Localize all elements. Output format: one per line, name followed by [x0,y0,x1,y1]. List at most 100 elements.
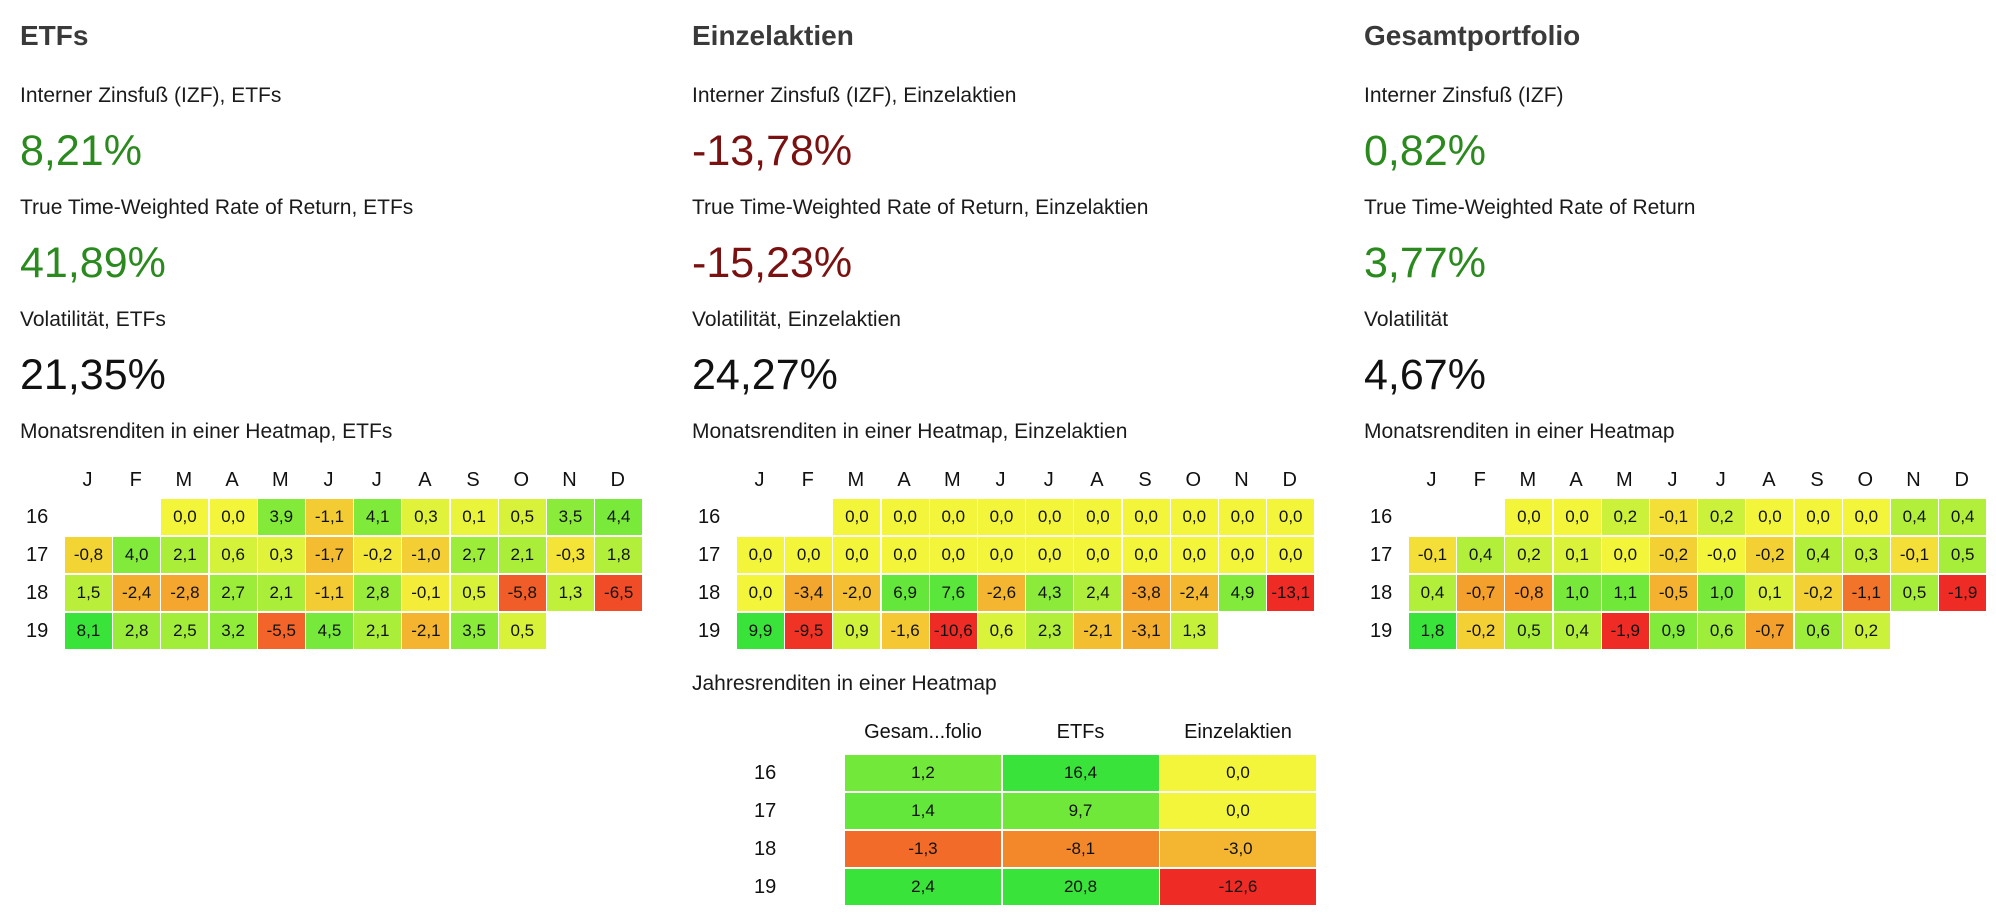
heatmap-cell[interactable]: 0,0 [1552,498,1602,536]
heatmap-cell[interactable]: 0,0 [1266,536,1316,574]
yearly-heatmap-cell[interactable]: 2,4 [844,868,1002,906]
heatmap-cell[interactable]: 0,0 [1841,498,1891,536]
heatmap-cell[interactable]: 0,0 [832,536,882,574]
heatmap-cell[interactable]: -1,9 [1938,574,1988,612]
heatmap-cell[interactable]: -0,2 [1456,612,1506,650]
heatmap-cell[interactable]: 3,5 [449,612,499,650]
heatmap-cell[interactable]: 0,0 [784,536,834,574]
heatmap-cell[interactable]: 0,0 [160,498,210,536]
heatmap-cell[interactable]: 0,0 [1169,498,1219,536]
heatmap-cell[interactable]: 2,1 [497,536,547,574]
heatmap-cell[interactable]: 0,0 [1793,498,1843,536]
heatmap-cell[interactable]: -2,6 [977,574,1026,612]
heatmap-cell[interactable]: 2,3 [1025,612,1075,650]
heatmap-cell[interactable]: 8,1 [64,612,113,650]
yearly-heatmap-cell[interactable]: 9,7 [1001,792,1160,830]
heatmap-cell[interactable]: 3,2 [208,612,258,650]
heatmap-cell[interactable]: -3,4 [784,574,834,612]
heatmap-cell[interactable]: 0,0 [1121,498,1171,536]
heatmap-cell[interactable]: 3,9 [256,498,306,536]
heatmap-cell[interactable]: 0,3 [1841,536,1891,574]
heatmap-cell[interactable]: 0,4 [1456,536,1506,574]
yearly-heatmap-cell[interactable]: 1,2 [844,754,1002,792]
heatmap-cell[interactable]: -0,2 [353,536,403,574]
heatmap-cell[interactable]: -0,8 [1504,574,1554,612]
heatmap-cell[interactable]: 0,0 [736,536,785,574]
heatmap-cell[interactable]: 1,3 [1169,612,1219,650]
heatmap-cell[interactable]: -0,1 [1408,536,1457,574]
heatmap-cell[interactable]: 4,4 [594,498,644,536]
heatmap-cell[interactable]: -0,2 [1793,574,1843,612]
heatmap-cell[interactable]: 0,0 [1025,498,1075,536]
heatmap-cell[interactable]: 0,9 [1649,612,1698,650]
heatmap-cell[interactable]: 1,3 [546,574,595,612]
heatmap-cell[interactable]: 4,5 [305,612,354,650]
heatmap-cell[interactable]: 0,0 [832,498,882,536]
heatmap-cell[interactable]: -1,1 [305,498,354,536]
heatmap-cell[interactable]: 0,2 [1504,536,1554,574]
heatmap-cell[interactable]: 0,0 [1073,536,1123,574]
yearly-heatmap-cell[interactable]: -8,1 [1001,830,1160,868]
heatmap-cell[interactable]: -1,6 [880,612,930,650]
heatmap-cell[interactable]: 0,0 [1745,498,1795,536]
heatmap-cell[interactable]: 0,0 [1600,536,1650,574]
heatmap-cell[interactable]: 0,0 [736,574,785,612]
yearly-heatmap-cell[interactable]: 0,0 [1159,792,1317,830]
heatmap-cell[interactable]: -0,8 [64,536,113,574]
heatmap-cell[interactable]: 2,8 [353,574,403,612]
heatmap-cell[interactable]: -0,0 [1697,536,1747,574]
heatmap-cell[interactable]: 0,2 [1600,498,1650,536]
heatmap-cell[interactable]: -2,8 [160,574,210,612]
heatmap-cell[interactable]: -2,1 [401,612,451,650]
yearly-heatmap-cell[interactable]: 1,4 [844,792,1002,830]
heatmap-cell[interactable]: -0,2 [1745,536,1795,574]
yearly-heatmap-cell[interactable]: -12,6 [1159,868,1317,906]
heatmap-cell[interactable]: 2,5 [160,612,210,650]
heatmap-cell[interactable]: 0,4 [1890,498,1939,536]
heatmap-cell[interactable]: 1,1 [1600,574,1650,612]
heatmap-cell[interactable]: 2,4 [1073,574,1123,612]
heatmap-cell[interactable]: -0,7 [1456,574,1506,612]
heatmap-cell[interactable]: 2,1 [160,536,210,574]
heatmap-cell[interactable]: 0,5 [497,498,547,536]
heatmap-cell[interactable]: 0,0 [1266,498,1316,536]
heatmap-cell[interactable]: -1,9 [1600,612,1650,650]
heatmap-cell[interactable]: 0,9 [832,612,882,650]
heatmap-cell[interactable]: 0,0 [1169,536,1219,574]
heatmap-cell[interactable]: 0,4 [1793,536,1843,574]
heatmap-cell[interactable]: 0,0 [208,498,258,536]
heatmap-cell[interactable]: 0,4 [1408,574,1457,612]
heatmap-cell[interactable]: 0,5 [497,612,547,650]
heatmap-cell[interactable]: -13,1 [1266,574,1316,612]
yearly-heatmap-cell[interactable]: 16,4 [1001,754,1160,792]
heatmap-cell[interactable]: 1,5 [64,574,113,612]
heatmap-cell[interactable]: 2,1 [353,612,403,650]
heatmap-cell[interactable]: -2,4 [112,574,162,612]
heatmap-cell[interactable]: 0,6 [1697,612,1747,650]
heatmap-cell[interactable]: -1,1 [1841,574,1891,612]
heatmap-cell[interactable]: 0,1 [1745,574,1795,612]
heatmap-cell[interactable]: -0,1 [1890,536,1939,574]
heatmap-cell[interactable]: -0,1 [401,574,451,612]
heatmap-cell[interactable]: 0,0 [1025,536,1075,574]
heatmap-cell[interactable]: -1,0 [401,536,451,574]
heatmap-cell[interactable]: 0,0 [1073,498,1123,536]
heatmap-cell[interactable]: 0,6 [1793,612,1843,650]
heatmap-cell[interactable]: -5,5 [256,612,306,650]
heatmap-cell[interactable]: 2,7 [449,536,499,574]
heatmap-cell[interactable]: -0,7 [1745,612,1795,650]
heatmap-cell[interactable]: -0,3 [546,536,595,574]
heatmap-cell[interactable]: -5,8 [497,574,547,612]
heatmap-cell[interactable]: 0,0 [1504,498,1554,536]
heatmap-cell[interactable]: -0,1 [1649,498,1698,536]
heatmap-cell[interactable]: 4,0 [112,536,162,574]
heatmap-cell[interactable]: 0,0 [1218,498,1267,536]
heatmap-cell[interactable]: 0,6 [977,612,1026,650]
heatmap-cell[interactable]: 0,0 [880,536,930,574]
heatmap-cell[interactable]: 0,2 [1841,612,1891,650]
heatmap-cell[interactable]: -1,1 [305,574,354,612]
heatmap-cell[interactable]: 2,8 [112,612,162,650]
heatmap-cell[interactable]: 0,0 [928,498,978,536]
heatmap-cell[interactable]: 2,7 [208,574,258,612]
heatmap-cell[interactable]: -9,5 [784,612,834,650]
